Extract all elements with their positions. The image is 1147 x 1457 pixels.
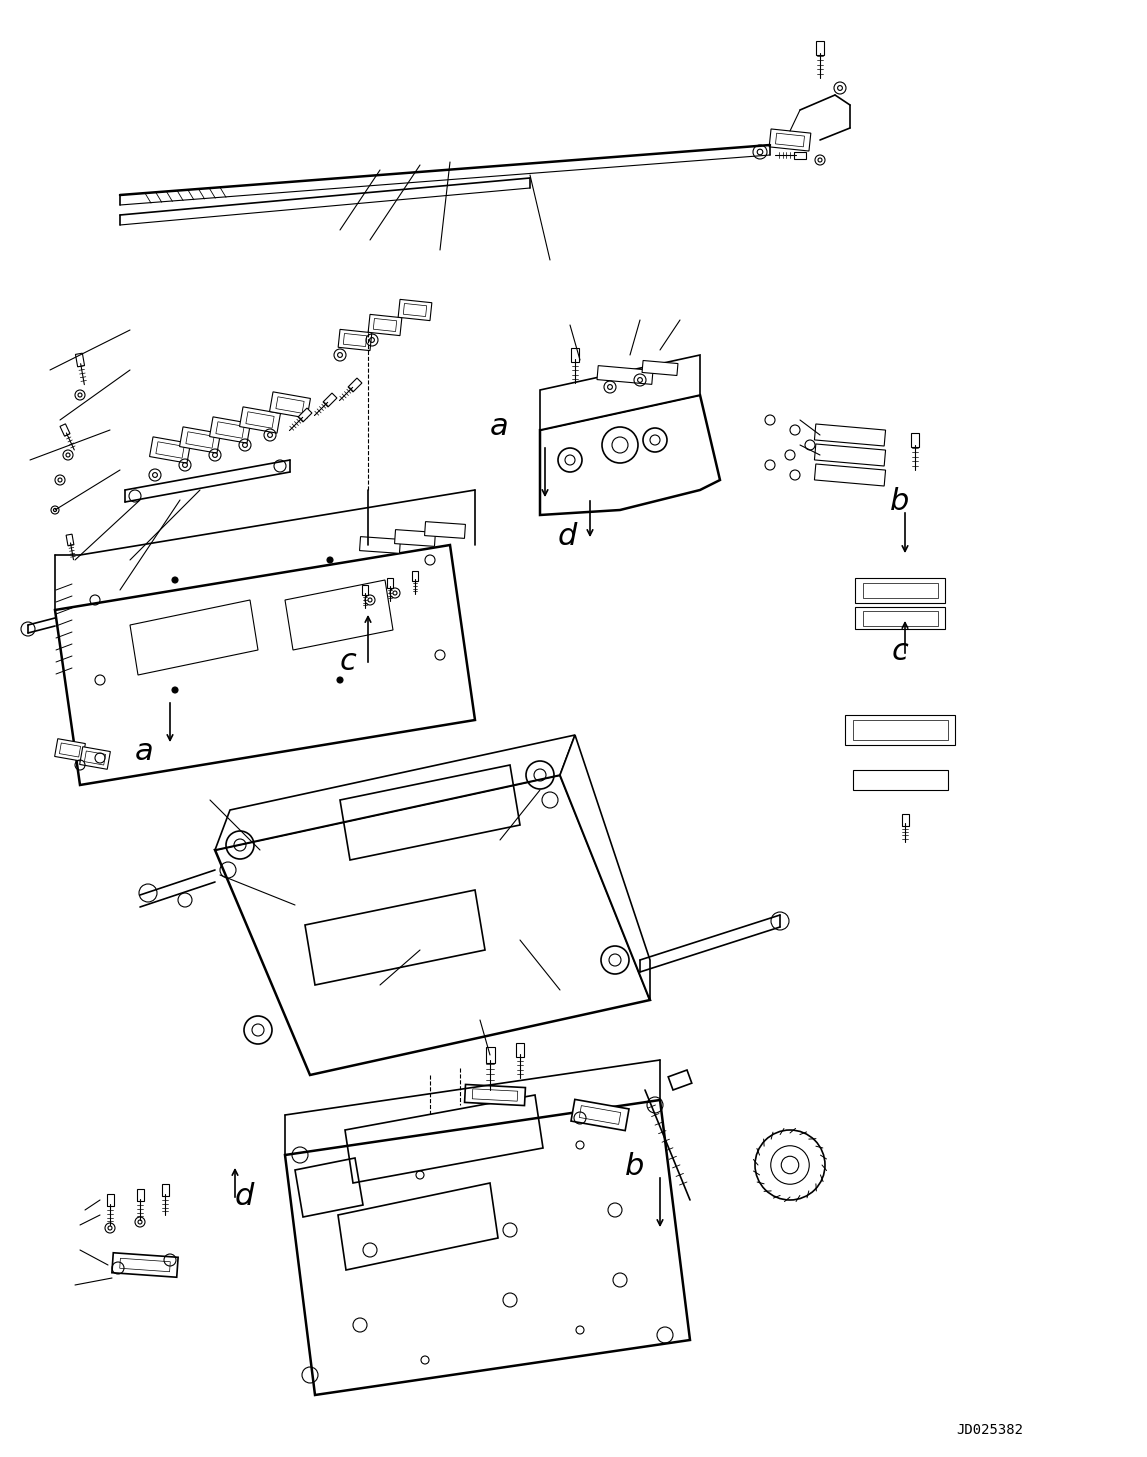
Bar xyxy=(85,750,106,765)
Bar xyxy=(516,1043,524,1058)
Text: b: b xyxy=(625,1152,645,1182)
Text: d: d xyxy=(235,1182,255,1211)
Bar xyxy=(186,431,214,449)
Bar xyxy=(855,577,945,603)
Polygon shape xyxy=(560,734,650,1000)
Bar xyxy=(863,610,937,625)
Bar xyxy=(323,393,337,407)
Bar xyxy=(156,441,185,457)
Bar xyxy=(60,424,70,436)
Bar xyxy=(398,299,432,321)
Bar xyxy=(107,1193,114,1206)
Bar xyxy=(67,535,73,546)
Bar xyxy=(343,334,367,347)
Polygon shape xyxy=(540,395,720,514)
Bar xyxy=(424,522,466,539)
Bar xyxy=(180,427,220,453)
Bar xyxy=(276,396,304,414)
Bar xyxy=(338,329,372,351)
Bar xyxy=(794,152,806,159)
Bar xyxy=(119,1259,170,1272)
Polygon shape xyxy=(540,356,700,430)
Text: c: c xyxy=(892,637,908,666)
Bar xyxy=(79,746,110,769)
Bar xyxy=(348,377,362,392)
Bar xyxy=(465,1084,525,1106)
Polygon shape xyxy=(214,734,575,849)
Bar xyxy=(240,407,281,433)
Bar xyxy=(362,584,368,596)
Bar xyxy=(642,360,678,376)
Bar xyxy=(136,1189,143,1202)
Bar xyxy=(387,577,393,589)
Bar xyxy=(579,1106,621,1125)
Bar xyxy=(669,1069,692,1090)
Bar xyxy=(245,412,274,428)
Bar xyxy=(571,1100,629,1131)
Text: d: d xyxy=(557,522,577,551)
Bar xyxy=(216,421,244,439)
Bar xyxy=(852,769,947,790)
Bar xyxy=(863,583,937,597)
Bar xyxy=(162,1183,169,1196)
Bar xyxy=(596,366,653,385)
Polygon shape xyxy=(284,1100,690,1394)
Bar xyxy=(298,408,312,423)
Bar xyxy=(855,608,945,629)
Polygon shape xyxy=(55,545,475,785)
Text: b: b xyxy=(890,487,910,516)
Bar xyxy=(816,41,824,55)
Bar xyxy=(775,133,804,147)
Bar xyxy=(55,739,85,762)
Bar xyxy=(845,715,955,745)
Bar xyxy=(412,571,418,581)
Bar xyxy=(270,392,311,418)
Bar xyxy=(571,348,579,363)
Bar xyxy=(395,530,436,546)
Bar xyxy=(814,463,885,487)
Circle shape xyxy=(172,688,178,694)
Bar xyxy=(149,437,190,463)
Bar xyxy=(814,424,885,446)
Bar xyxy=(485,1048,494,1064)
Polygon shape xyxy=(214,775,650,1075)
Text: c: c xyxy=(340,647,357,676)
Text: JD025382: JD025382 xyxy=(957,1423,1023,1437)
Bar xyxy=(852,720,947,740)
Bar xyxy=(770,130,811,152)
Bar xyxy=(902,813,908,826)
Bar xyxy=(911,433,919,447)
Text: a: a xyxy=(135,737,154,766)
Bar xyxy=(404,303,427,316)
Bar xyxy=(112,1253,178,1278)
Bar xyxy=(373,319,397,332)
Bar xyxy=(359,536,400,554)
Circle shape xyxy=(172,577,178,583)
Text: a: a xyxy=(490,412,509,441)
Bar xyxy=(368,315,401,335)
Bar xyxy=(76,353,85,367)
Bar xyxy=(60,743,80,758)
Bar xyxy=(814,444,885,466)
Bar xyxy=(210,417,250,443)
Bar xyxy=(473,1088,517,1101)
Circle shape xyxy=(337,678,343,683)
Circle shape xyxy=(327,557,333,562)
